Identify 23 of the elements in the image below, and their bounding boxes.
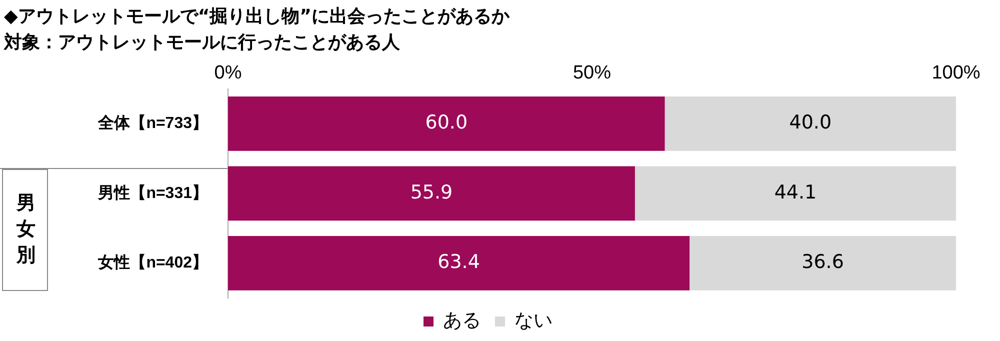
text: 男女別 — [15, 191, 36, 268]
data-label: 40.0 — [789, 112, 832, 134]
x-tick-label: 100% — [932, 62, 980, 84]
x-tick-label: 50% — [572, 62, 612, 84]
chart-title: ◆アウトレットモールで“掘り出し物”に出会ったことがあるか — [4, 5, 510, 29]
data-label: 36.6 — [802, 251, 844, 274]
chart-subtitle: 対象：アウトレットモールに行ったことがある人 — [4, 31, 401, 55]
data-label: 63.4 — [438, 251, 480, 274]
data-label: 44.1 — [774, 181, 817, 204]
legend-label: ある — [443, 310, 481, 332]
bar — [228, 236, 690, 290]
data-label: 60.0 — [425, 112, 468, 134]
bar — [690, 236, 956, 290]
bar — [228, 96, 665, 151]
x-tick-label: 0% — [214, 62, 242, 84]
bar — [228, 166, 635, 221]
y-tick-label: 男性【n=331】 — [97, 184, 208, 202]
y-tick-label: 女性【n=402】 — [97, 254, 208, 272]
y-tick-label: 全体【n=733】 — [97, 114, 208, 132]
bar — [664, 96, 956, 151]
bar — [634, 166, 956, 221]
legend-label: ない — [514, 310, 552, 332]
data-label: 55.9 — [410, 181, 453, 204]
